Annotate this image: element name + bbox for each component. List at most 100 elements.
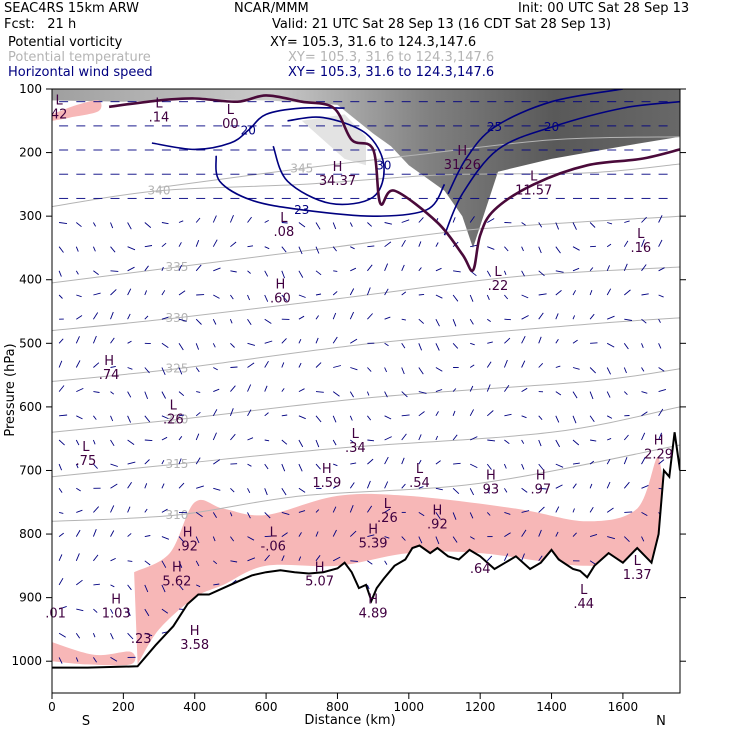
wind-vector-656	[195, 536, 200, 544]
wind-vector-604	[538, 487, 547, 490]
wind-vector-243	[521, 246, 524, 252]
wind-vector-694	[230, 560, 238, 563]
wind-vector-270	[367, 264, 373, 272]
wind-vector-221	[144, 245, 153, 248]
wind-vector-549	[213, 459, 221, 465]
wind-vector-543	[110, 463, 118, 467]
wind-vector-565	[486, 463, 492, 470]
wind-vector-699	[315, 555, 321, 562]
wind-vector-400	[127, 367, 133, 370]
wind-vector-634	[435, 512, 441, 520]
extremum-marker-9: H	[276, 278, 286, 293]
wind-vector-401	[144, 367, 150, 374]
extremum-value-32: .23	[131, 632, 152, 647]
wind-vector-309	[418, 293, 425, 296]
wind-vector-260	[195, 264, 202, 272]
wind-contour-2	[272, 116, 385, 206]
wind-vector-449	[349, 391, 354, 398]
wind-vector-407	[247, 362, 255, 368]
x-tick-label-3: 600	[255, 700, 278, 714]
wind-vector-208	[538, 222, 543, 228]
wind-vector-345	[418, 318, 425, 324]
y-tick-label-8: 900	[19, 591, 42, 605]
wind-vector-465	[623, 391, 628, 396]
extremum-marker-23: L	[270, 526, 278, 541]
wind-vector-359	[658, 318, 661, 323]
theta-contour-label-7: 310	[165, 508, 188, 522]
wind-vector-661	[281, 532, 288, 537]
wind-vector-253	[75, 270, 79, 275]
wind-vector-559	[384, 456, 389, 465]
wind-vector-476	[195, 411, 201, 417]
wind-vector-638	[504, 511, 511, 515]
wind-vector-596	[401, 483, 406, 489]
wind-vector-213	[624, 220, 630, 223]
wind-vector-431	[658, 367, 665, 372]
wind-vector-446	[298, 388, 305, 392]
wind-vector-310	[435, 294, 443, 299]
wind-vector-396	[58, 360, 63, 368]
wind-vector-486	[367, 415, 372, 421]
theta-contour-7	[52, 444, 680, 522]
wind-vector-613	[76, 509, 83, 513]
wind-vector-287	[658, 267, 665, 272]
wind-vector-532	[538, 439, 542, 447]
wind-vector-433	[76, 387, 84, 393]
wind-vector-428	[606, 367, 612, 375]
forecast-hour: Fcst: 21 h	[4, 18, 76, 32]
wind-vector-566	[503, 463, 507, 469]
wind-vector-626	[298, 510, 306, 513]
wind-vector-201	[418, 217, 424, 223]
wind-vector-494	[504, 413, 512, 417]
wind-vector-381	[418, 343, 423, 351]
extremum-marker-22: H	[183, 526, 193, 541]
wind-vector-380	[401, 343, 406, 349]
wind-vector-546	[161, 459, 165, 465]
wind-vector-690	[161, 560, 167, 568]
wind-vector-450	[366, 391, 370, 396]
extremum-value-16: 93	[483, 482, 500, 497]
extremum-value-13: .34	[345, 441, 366, 456]
wind-vector-379	[384, 342, 389, 347]
extremum-marker-12: L	[82, 440, 90, 455]
pv-shading-patch	[301, 114, 366, 166]
wind-vector-636	[469, 512, 474, 519]
wind-vector-525	[418, 434, 422, 441]
wind-vector-583	[178, 482, 185, 489]
extremum-marker-30: L	[634, 554, 642, 569]
wind-vector-511	[178, 436, 183, 441]
wind-vector-417	[418, 367, 424, 375]
wind-vector-453	[418, 391, 427, 394]
wind-vector-278	[503, 270, 507, 275]
wind-vector-608	[606, 481, 611, 489]
wind-vector-552	[264, 463, 269, 470]
extremum-value-25: 5.07	[305, 575, 334, 590]
wind-vector-627	[315, 509, 320, 513]
wind-vector-303	[315, 293, 322, 296]
extremum-value-7: .22	[488, 279, 509, 294]
wind-vector-387	[521, 335, 526, 344]
wind-vector-231	[315, 246, 320, 254]
wind-vector-671	[452, 536, 458, 543]
wind-vector-544	[127, 461, 136, 465]
wind-vector-308	[401, 291, 407, 296]
model-name: SEAC4RS 15km ARW	[4, 1, 140, 16]
wind-vector-569	[555, 463, 564, 468]
pv-low-shading-2	[52, 642, 136, 666]
wind-vector-505	[75, 439, 80, 446]
wind-vector-640	[538, 506, 545, 513]
pv-high-shading	[52, 89, 680, 248]
wind-vector-398	[93, 362, 100, 368]
theta-contour-1	[52, 163, 680, 208]
extremum-marker-19: L	[384, 497, 392, 512]
wind-vector-624	[264, 512, 271, 519]
wind-vector-319	[589, 290, 593, 296]
wind-vector-200	[401, 219, 410, 223]
wind-vector-669	[418, 536, 423, 544]
wind-vector-350	[504, 318, 511, 321]
wind-vector-489	[418, 411, 425, 417]
wind-vector-607	[589, 483, 593, 489]
wind-vector-228	[264, 246, 270, 250]
wind-vector-555	[315, 463, 321, 470]
wind-vector-655	[178, 536, 185, 543]
